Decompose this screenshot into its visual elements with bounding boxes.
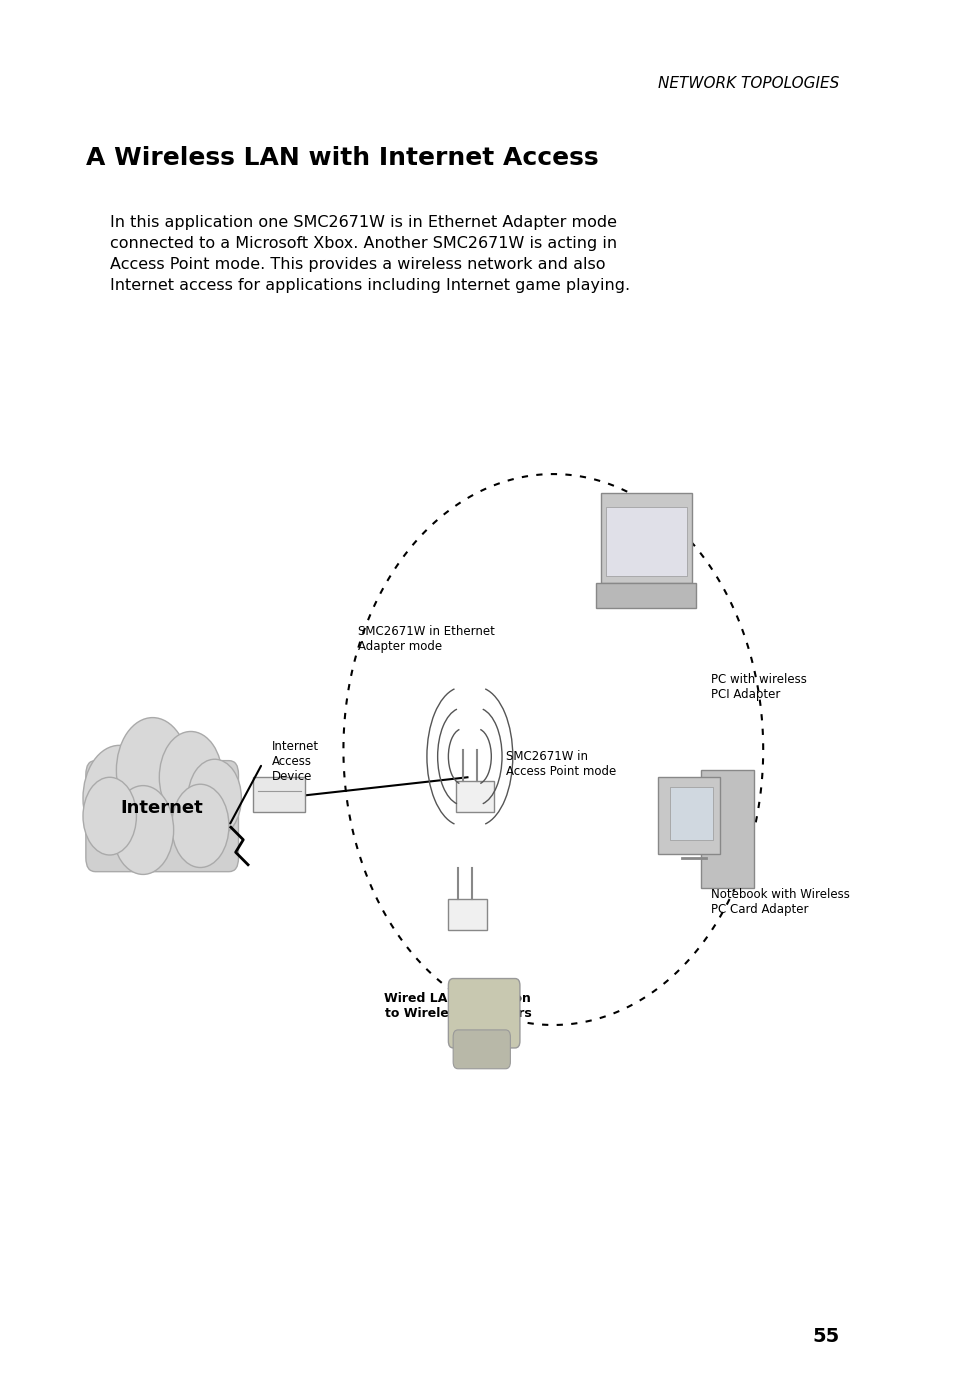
Text: Wired LAN Extension
to Wireless Adapters: Wired LAN Extension to Wireless Adapters (384, 992, 531, 1020)
Circle shape (116, 718, 189, 823)
Text: SMC2671W in
Access Point mode: SMC2671W in Access Point mode (505, 750, 616, 777)
Text: In this application one SMC2671W is in Ethernet Adapter mode
connected to a Micr: In this application one SMC2671W is in E… (110, 215, 629, 293)
Text: 55: 55 (811, 1327, 839, 1346)
FancyBboxPatch shape (600, 493, 691, 583)
FancyBboxPatch shape (448, 979, 519, 1048)
FancyBboxPatch shape (605, 507, 686, 576)
Circle shape (172, 784, 229, 868)
Text: Notebook with Wireless
PC Card Adapter: Notebook with Wireless PC Card Adapter (710, 888, 849, 916)
Text: PC with wireless
PCI Adapter: PC with wireless PCI Adapter (710, 673, 805, 701)
FancyBboxPatch shape (86, 761, 238, 872)
Circle shape (112, 786, 173, 874)
FancyBboxPatch shape (700, 770, 753, 888)
Text: Internet
Access
Device: Internet Access Device (272, 740, 318, 783)
Text: A Wireless LAN with Internet Access: A Wireless LAN with Internet Access (86, 146, 598, 169)
Circle shape (188, 759, 241, 837)
FancyBboxPatch shape (669, 787, 712, 840)
Circle shape (83, 745, 155, 851)
FancyBboxPatch shape (448, 899, 486, 930)
Text: Internet: Internet (121, 799, 203, 816)
FancyBboxPatch shape (456, 781, 494, 812)
Text: NETWORK TOPOLOGIES: NETWORK TOPOLOGIES (658, 76, 839, 92)
Circle shape (83, 777, 136, 855)
FancyBboxPatch shape (596, 583, 696, 608)
Circle shape (159, 731, 222, 823)
FancyBboxPatch shape (658, 777, 720, 854)
FancyBboxPatch shape (453, 1030, 510, 1069)
Text: SMC2671W in Ethernet
Adapter mode: SMC2671W in Ethernet Adapter mode (357, 625, 494, 652)
FancyBboxPatch shape (253, 777, 305, 812)
